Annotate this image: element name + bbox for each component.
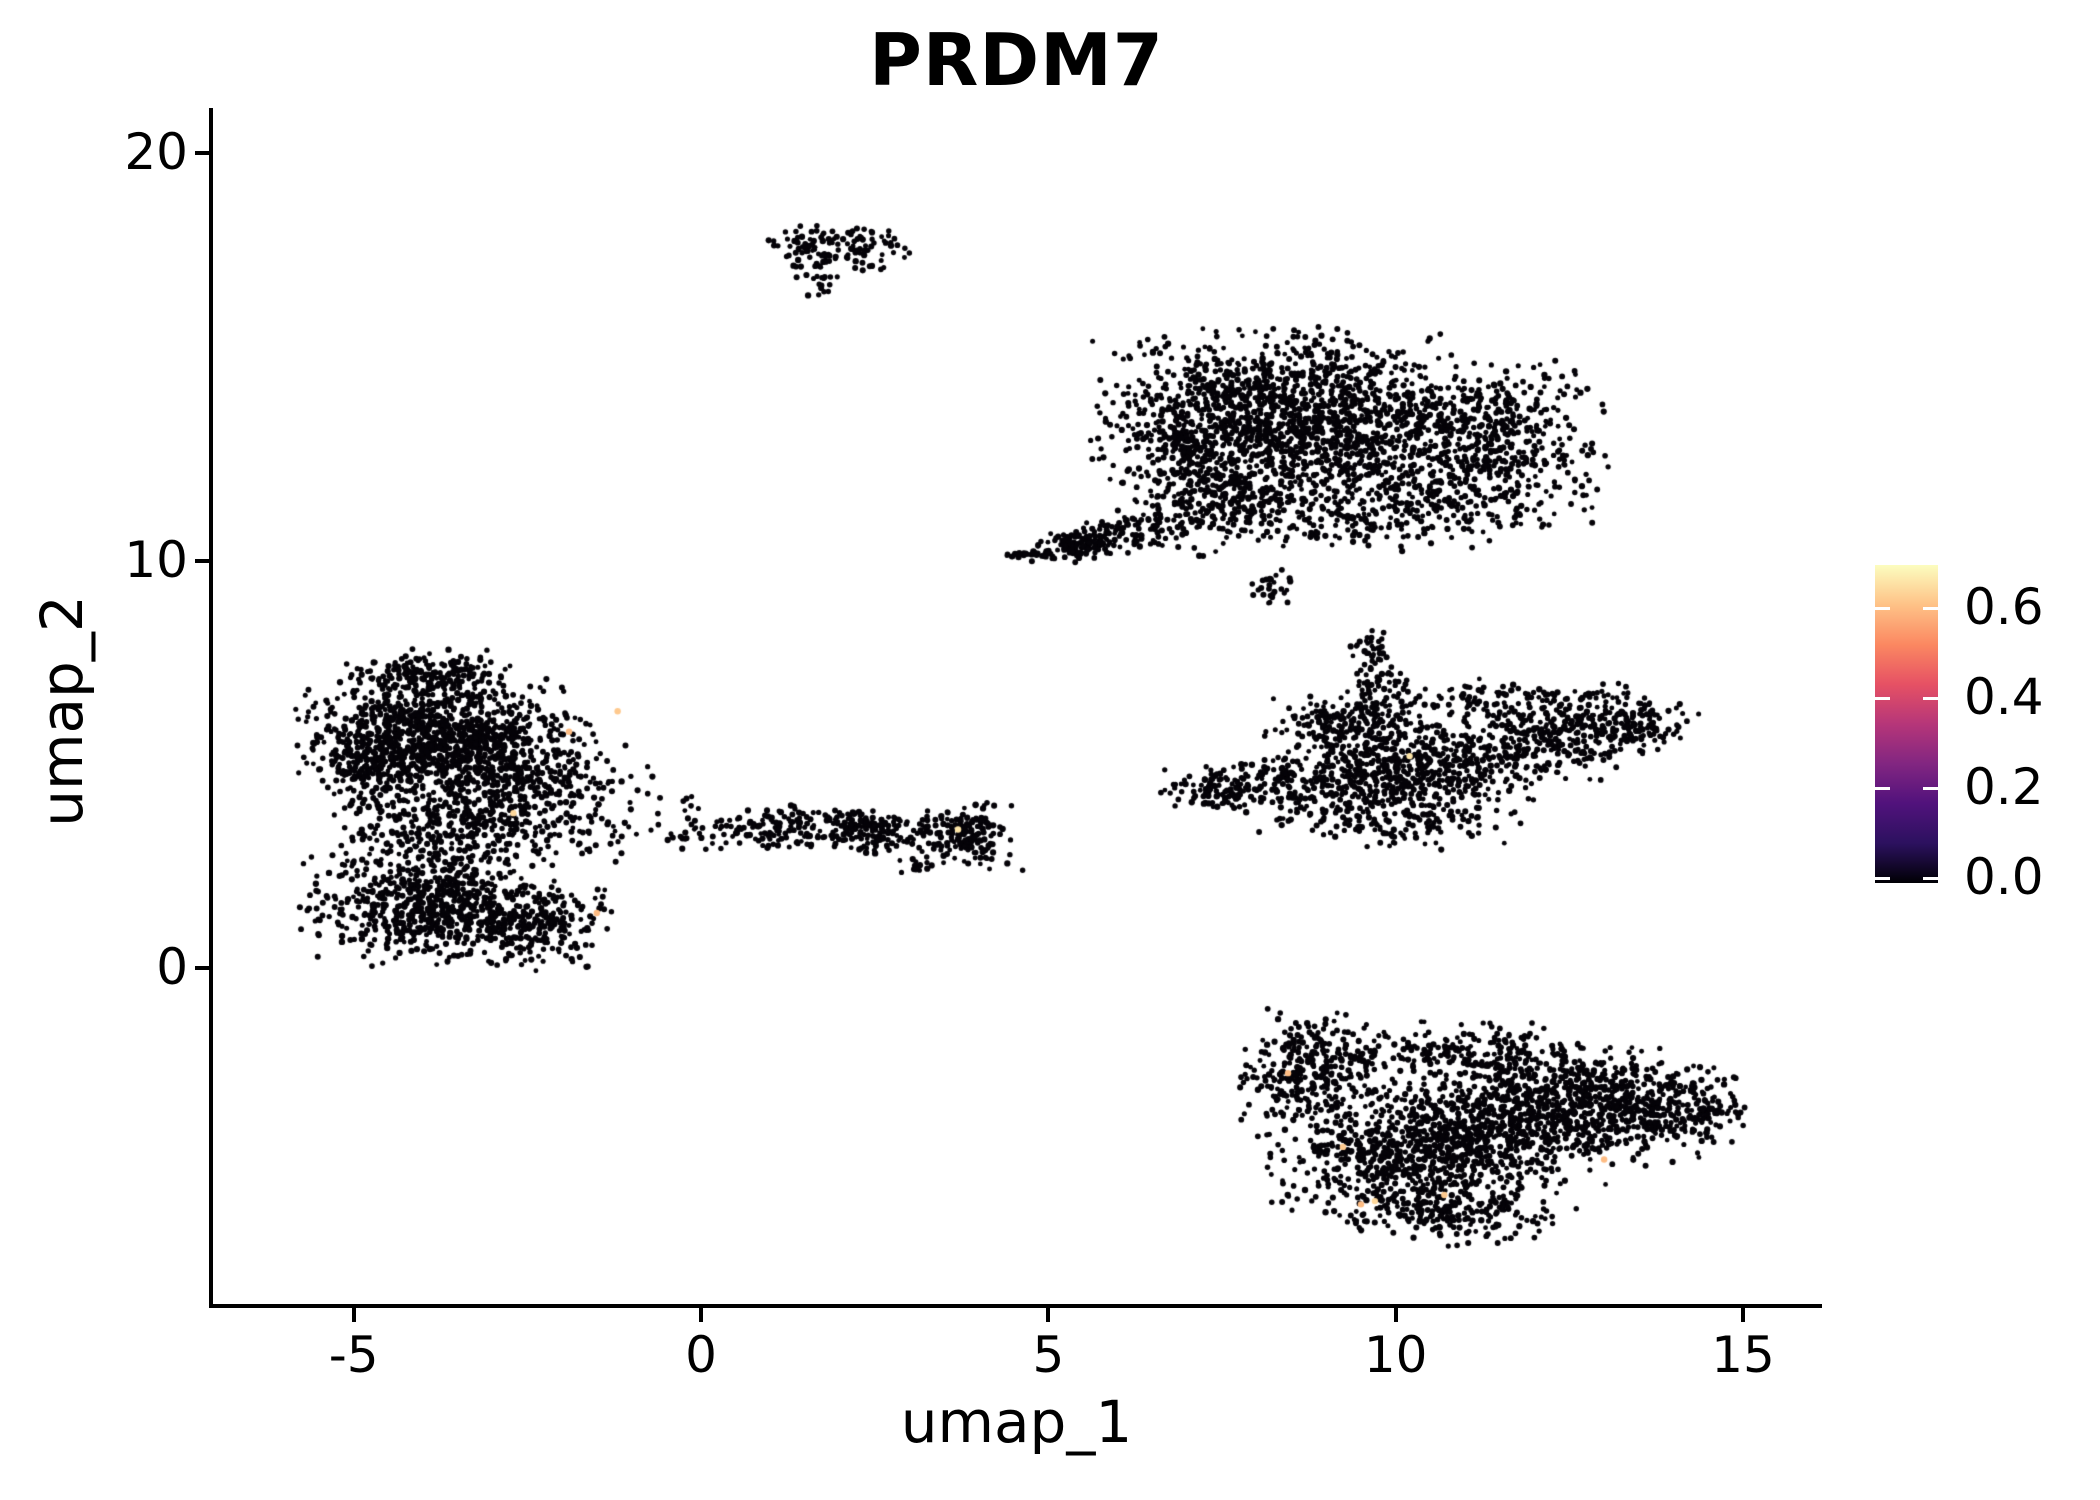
x-tick-label: 5: [1032, 1326, 1065, 1384]
y-tick-label: 10: [124, 530, 188, 589]
colorbar-tick-mark: [1875, 606, 1890, 610]
colorbar-tick-label: 0.0: [1964, 848, 2044, 906]
y-tick-label: 0: [156, 938, 188, 996]
x-tick-mark: [1741, 1308, 1746, 1322]
x-tick-mark: [1393, 1308, 1398, 1322]
colorbar-gradient: [1875, 565, 1938, 883]
x-tick-label: 15: [1711, 1326, 1775, 1384]
x-tick-mark: [351, 1308, 356, 1322]
colorbar-tick-mark: [1875, 786, 1890, 790]
y-axis-line: [209, 108, 213, 1308]
colorbar-tick-mark: [1875, 696, 1890, 700]
x-tick-mark: [1046, 1308, 1051, 1322]
y-tick-mark: [195, 966, 209, 970]
x-tick-label: 0: [685, 1326, 717, 1384]
y-tick-mark: [195, 151, 209, 155]
x-tick-label: -5: [328, 1326, 379, 1384]
colorbar-tick-mark: [1923, 696, 1938, 700]
y-tick-mark: [195, 558, 209, 563]
x-tick-label: 10: [1363, 1326, 1428, 1384]
colorbar-tick-label: 0.2: [1964, 758, 2044, 816]
colorbar-tick-mark: [1875, 876, 1890, 880]
colorbar-tick-label: 0.6: [1964, 578, 2044, 636]
x-axis-title: umap_1: [900, 1388, 1133, 1456]
colorbar-tick-mark: [1923, 876, 1938, 880]
x-axis-line: [209, 1304, 1822, 1308]
colorbar-tick-mark: [1923, 606, 1938, 610]
y-axis-title: umap_2: [28, 595, 96, 827]
y-tick-label: 20: [124, 123, 188, 181]
x-tick-mark: [699, 1308, 703, 1322]
colorbar-tick-label: 0.4: [1964, 668, 2044, 726]
colorbar-tick-mark: [1923, 786, 1938, 790]
